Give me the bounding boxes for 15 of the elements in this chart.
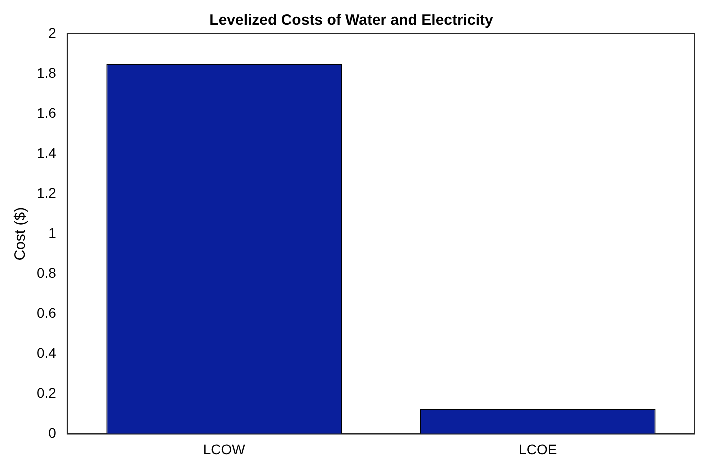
y-tick-label: 1.4 <box>36 144 57 161</box>
y-tick-label: 0 <box>48 425 57 442</box>
x-tick-label: LCOE <box>519 441 558 458</box>
y-tick-label: 0.6 <box>36 305 57 321</box>
chart-title: Levelized Costs of Water and Electricity <box>210 12 494 30</box>
y-tick-label: 1.2 <box>36 184 57 201</box>
y-tick-label: 0.4 <box>36 345 57 362</box>
y-tick-label: 1.8 <box>36 64 57 81</box>
y-tick-label: 1 <box>48 224 57 241</box>
x-tick-label: LCOW <box>203 441 246 458</box>
y-tick-label: 0.8 <box>36 264 57 281</box>
y-tick-label: 0.2 <box>36 385 57 402</box>
y-axis-title: Cost ($) <box>12 207 30 261</box>
y-tick-label: 2 <box>48 24 57 41</box>
y-tick-label: 1.6 <box>36 104 57 121</box>
